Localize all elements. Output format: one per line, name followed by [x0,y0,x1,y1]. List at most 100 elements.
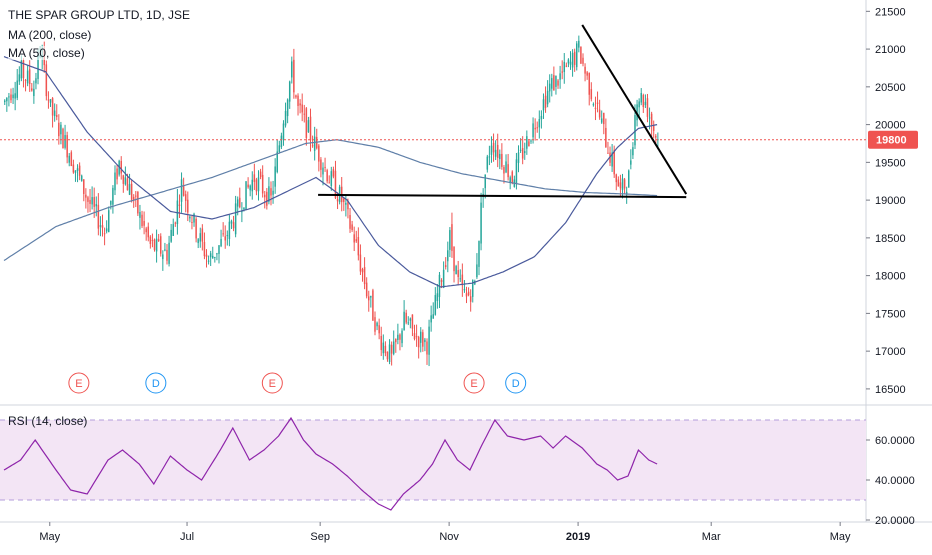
candle [469,289,472,312]
candle [528,139,530,147]
price-tick-label: 19000 [875,195,906,207]
candle-body [652,124,655,131]
candle [603,112,605,135]
candle [332,166,335,179]
candle [60,121,62,145]
candle [137,190,139,216]
candle [155,229,158,263]
dividend-event-marker[interactable]: D [145,372,167,394]
candle-body [130,183,133,200]
candle [430,305,432,332]
price-tick-label: 16500 [875,384,906,396]
candle-body [222,233,224,235]
candle [172,218,174,236]
ma50-legend[interactable]: MA (50, close) [8,46,85,60]
candle-body [230,220,233,224]
candle-body [241,211,243,213]
candle [284,102,287,128]
candle [320,157,322,178]
candle [343,197,345,211]
earnings-event-circle [463,372,485,394]
candle [573,48,576,72]
candle-body [611,152,613,167]
candle [422,329,424,352]
descending-resistance-trendline [581,24,688,195]
candle-body [89,199,91,204]
candle [555,75,557,95]
candle-body [600,118,603,123]
candle-body [20,60,23,79]
candle [76,164,79,183]
candle [149,235,152,249]
candle-body [87,197,89,202]
candle [266,188,268,210]
dividend-event-marker[interactable]: D [505,372,527,394]
candle [386,351,389,362]
candle [619,174,622,197]
candle [259,168,262,180]
candle [4,99,6,106]
candle [139,204,141,230]
candle-body [386,351,389,360]
candle-body [305,108,308,138]
candle-body [12,94,14,99]
candle-body [625,191,628,195]
candle [428,319,430,367]
candle [180,172,183,213]
candle [546,80,549,108]
candle [415,324,418,347]
candle-body [524,151,526,154]
candle-body [490,145,493,155]
candle-body [203,241,206,257]
candle-body [272,190,274,195]
candle [444,257,447,270]
candle-body [220,238,222,247]
candle [580,46,582,64]
candle-body [328,182,330,184]
candle [488,145,491,166]
rsi-tick-label: 20.0000 [875,515,915,527]
candle-body [576,43,578,68]
candle [245,181,247,211]
candle-body [76,168,79,171]
candle [436,283,439,309]
candle-body [291,61,293,78]
candle-body [480,202,482,244]
candle [507,153,509,181]
candle [14,81,16,111]
candle-body [461,274,464,286]
candle-body [521,148,524,159]
candle-body [546,90,549,105]
candle [58,114,60,145]
candle [228,214,231,247]
candle-body [295,95,297,98]
candle [197,238,199,249]
rsi-legend[interactable]: RSI (14, close) [8,414,88,428]
candle-body [72,164,75,173]
candle-body [280,135,283,148]
earnings-event-marker[interactable]: E [463,372,485,394]
candle [116,164,118,185]
candle-body [157,239,160,241]
candle [392,330,395,356]
candle-body [124,177,127,185]
candle-body [205,254,208,258]
candle [309,108,312,152]
earnings-event-marker[interactable]: E [68,372,90,394]
candle-body [357,237,360,256]
candle-body [642,95,645,108]
candle [405,309,407,325]
earnings-event-marker[interactable]: E [261,372,283,394]
candle [49,99,52,107]
rsi-line [3,416,658,511]
candle [89,188,91,213]
ma200-legend[interactable]: MA (200, close) [8,28,92,42]
candle [74,170,77,182]
candle [395,338,397,353]
candle-body [634,114,636,146]
price-tick-label: 20000 [875,120,906,132]
candle [328,175,330,184]
candle-body [8,96,10,98]
